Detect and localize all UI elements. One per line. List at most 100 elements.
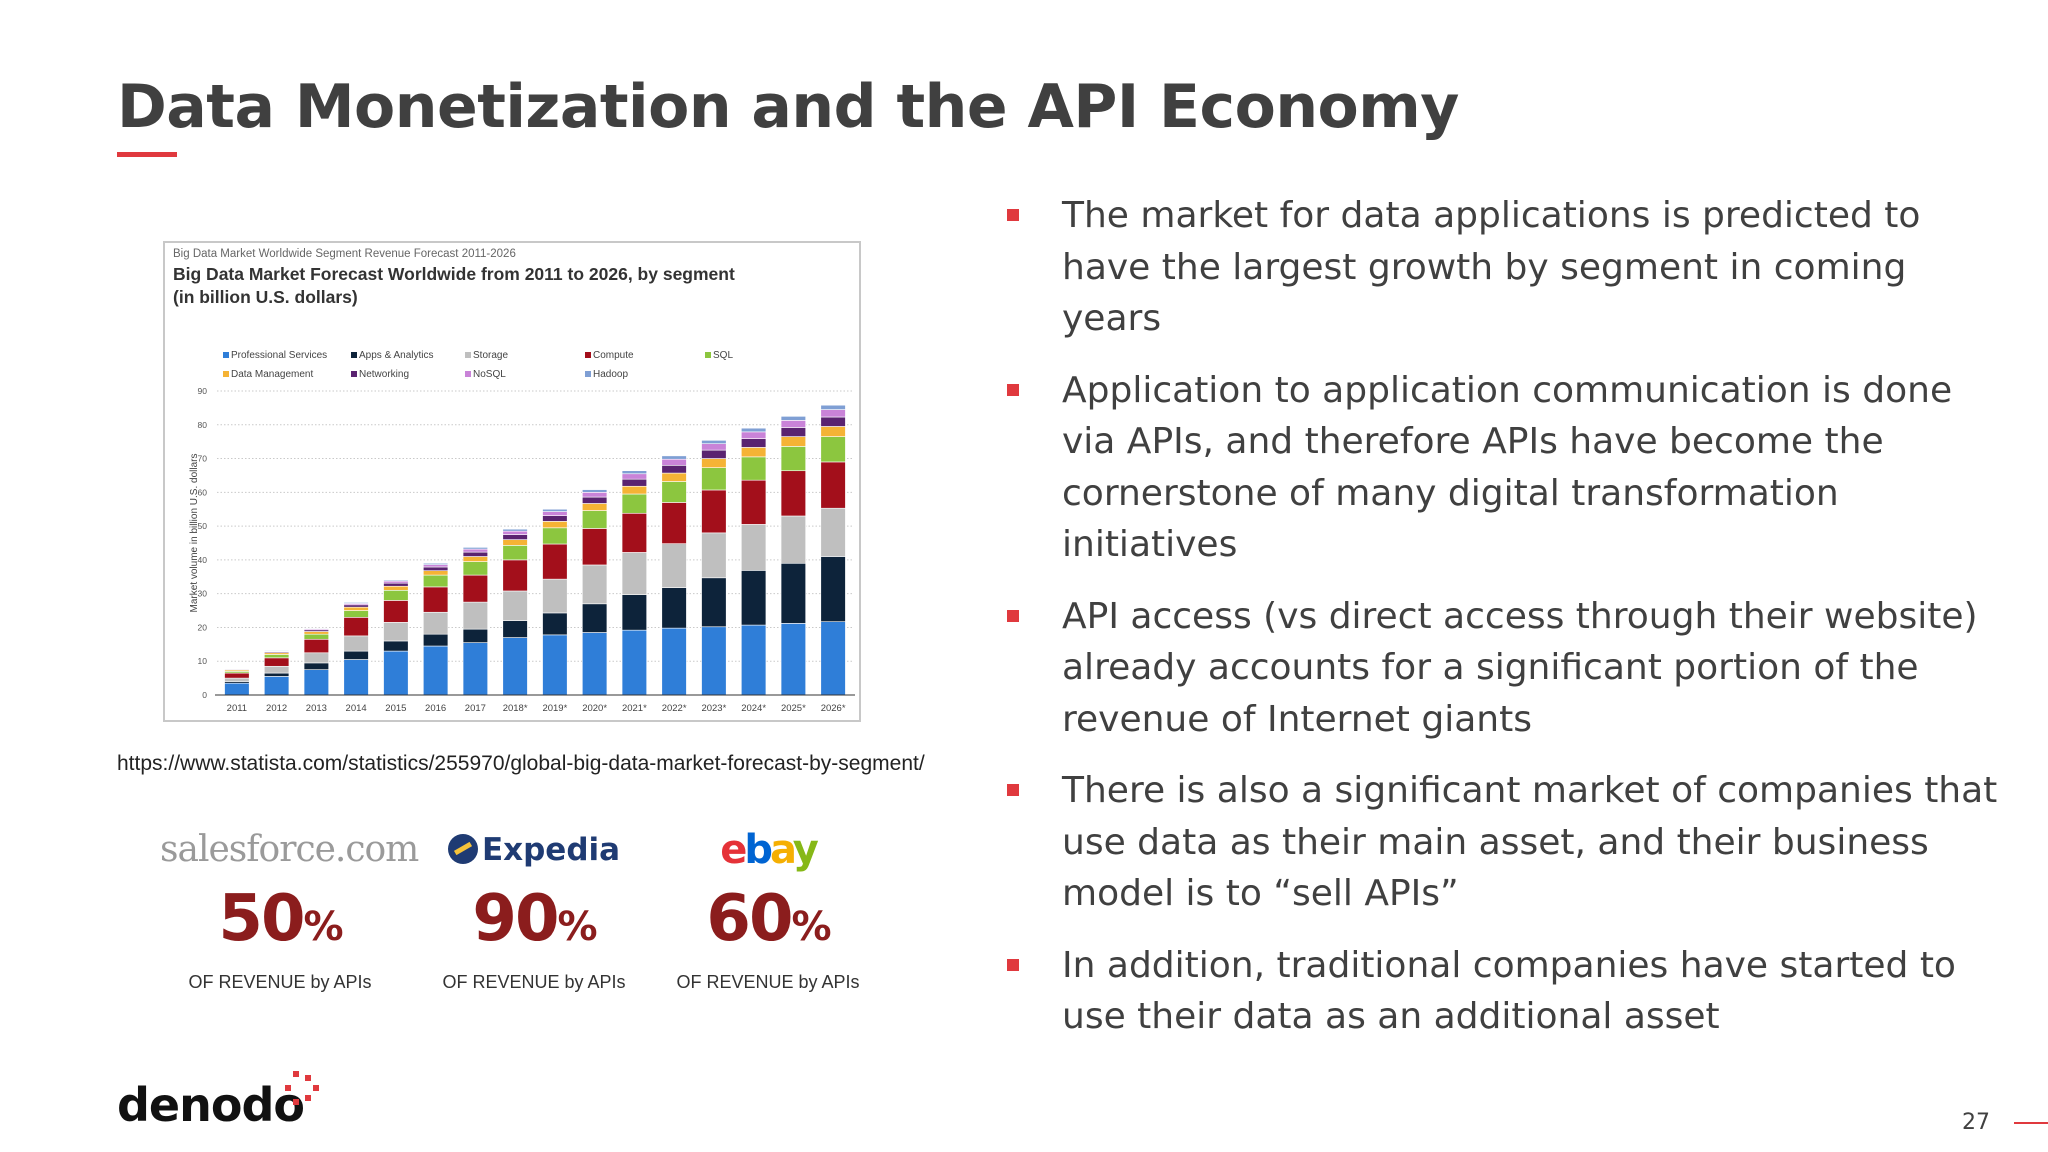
bar-segment <box>820 621 846 696</box>
bar-segment <box>422 562 449 565</box>
legend-swatch <box>585 352 591 358</box>
legend-label: NoSQL <box>473 369 506 380</box>
bar-segment <box>343 604 369 608</box>
bar-stack <box>780 416 806 696</box>
ebay-percent-sign: % <box>791 904 831 950</box>
legend-swatch <box>223 371 229 377</box>
legend-swatch <box>223 352 229 358</box>
bar-segment <box>462 548 488 553</box>
y-tick-label: 10 <box>198 656 208 666</box>
y-tick-label: 50 <box>198 521 208 531</box>
bullet-item: API access (vs direct access through the… <box>1003 591 2003 746</box>
legend-swatch <box>351 352 357 358</box>
bullet-square-icon <box>1007 383 1019 396</box>
source-url[interactable]: https://www.statista.com/statistics/2559… <box>117 752 925 775</box>
bar-stack <box>303 627 329 696</box>
bullet-text: Application to application communication… <box>1062 369 1953 566</box>
bar-stack <box>422 562 449 696</box>
bar-segment <box>661 627 687 696</box>
bar-segment <box>661 458 687 466</box>
chart-legend: Professional Services Apps & Analytics Sto… <box>223 350 733 380</box>
expedia-revenue-label: OF REVENUE by APIs <box>442 972 626 992</box>
bar-segment <box>462 561 488 576</box>
x-tick-label: 2023* <box>701 703 726 714</box>
bar-stack <box>661 455 687 696</box>
legend-label: Compute <box>593 350 634 361</box>
slide-title: Data Monetization and the API Economy <box>117 72 1459 142</box>
legend-swatch <box>465 371 471 377</box>
legend-swatch <box>585 371 591 377</box>
bar-segment <box>422 570 449 576</box>
legend-label: Apps & Analytics <box>359 350 433 361</box>
bar-segment <box>701 626 727 696</box>
bar-segment <box>701 467 727 491</box>
bullet-text: There is also a significant market of co… <box>1062 770 1998 914</box>
bar-segment <box>343 659 369 696</box>
bullet-text: API access (vs direct access through the… <box>1062 595 1978 740</box>
bullet-item: The market for data applications is pred… <box>1003 190 2003 345</box>
legend-label: Professional Services <box>231 350 327 361</box>
chart-title: Big Data Market Forecast Worldwide from … <box>173 264 740 307</box>
bar-segment <box>621 470 647 475</box>
bar-segment <box>661 481 687 503</box>
bullet-square-icon <box>1007 209 1019 221</box>
ebay-percent-value: 60 <box>706 882 793 956</box>
bar-segment <box>502 590 528 621</box>
bar-segment <box>303 633 329 640</box>
legend-item: Professional Services <box>223 350 327 361</box>
bar-segment <box>383 582 409 587</box>
x-tick-label: 2022* <box>662 703 687 714</box>
y-tick-label: 60 <box>198 487 208 497</box>
ebay-logo: ebay <box>720 827 819 873</box>
bar-segment <box>303 669 329 696</box>
bar-segment <box>303 627 329 630</box>
bar-segment <box>780 416 806 421</box>
bullet-square-icon <box>1007 609 1019 622</box>
legend-item: Hadoop <box>585 369 628 380</box>
bar-segment <box>820 507 846 557</box>
bar-segment <box>422 633 449 647</box>
x-tick-label: 2017 <box>465 703 486 714</box>
bar-segment <box>661 543 687 588</box>
bar-segment <box>740 479 767 525</box>
bar-segment <box>581 564 608 605</box>
bar-segment <box>383 580 409 584</box>
y-tick-label: 70 <box>198 454 208 464</box>
bar-segment <box>343 650 369 660</box>
chart-panel: Big Data Market Worldwide Segment Revenu… <box>163 241 861 722</box>
salesforce-percent-value: 50 <box>218 882 305 956</box>
bar-segment <box>740 570 767 626</box>
bar-segment <box>343 602 369 604</box>
bullet-square-icon <box>1007 784 1019 796</box>
bar-segment <box>264 650 290 652</box>
bar-segment <box>502 620 528 638</box>
bar-segment <box>224 677 250 682</box>
bar-stack <box>542 508 568 696</box>
bar-segment <box>621 493 647 514</box>
stacked-bar-chart: Big Data Market Worldwide Segment Revenu… <box>173 248 855 714</box>
bar-segment <box>303 638 329 654</box>
bar-segment <box>780 562 806 624</box>
bar-stack <box>502 528 528 696</box>
bar-segment <box>502 528 528 532</box>
bar-segment <box>264 657 290 667</box>
bar-segment <box>780 515 806 564</box>
y-axis-ticks: 0 10 20 30 40 50 60 70 80 90 <box>198 386 208 700</box>
page-number: 27 <box>1962 1110 1990 1135</box>
bar-segment <box>780 427 806 437</box>
bar-segment <box>820 556 846 623</box>
ebay-stat: ebay 60% OF REVENUE by APIs <box>648 820 888 995</box>
x-tick-label: 2025* <box>781 703 806 714</box>
page-number-line <box>2014 1122 2048 1124</box>
chart-title-line-1: Big Data Market Forecast Worldwide from … <box>173 264 735 284</box>
bar-segment <box>542 515 568 522</box>
legend-label: Data Management <box>231 369 313 380</box>
bar-segment <box>780 470 806 517</box>
legend-item: SQL <box>705 350 733 361</box>
chart-header: Big Data Market Worldwide Segment Revenu… <box>173 248 516 260</box>
x-tick-label: 2011 <box>227 703 247 714</box>
x-tick-label: 2015 <box>385 703 406 714</box>
salesforce-percent: 50% <box>160 880 400 966</box>
bar-segment <box>462 574 488 603</box>
bar-segment <box>581 528 608 566</box>
